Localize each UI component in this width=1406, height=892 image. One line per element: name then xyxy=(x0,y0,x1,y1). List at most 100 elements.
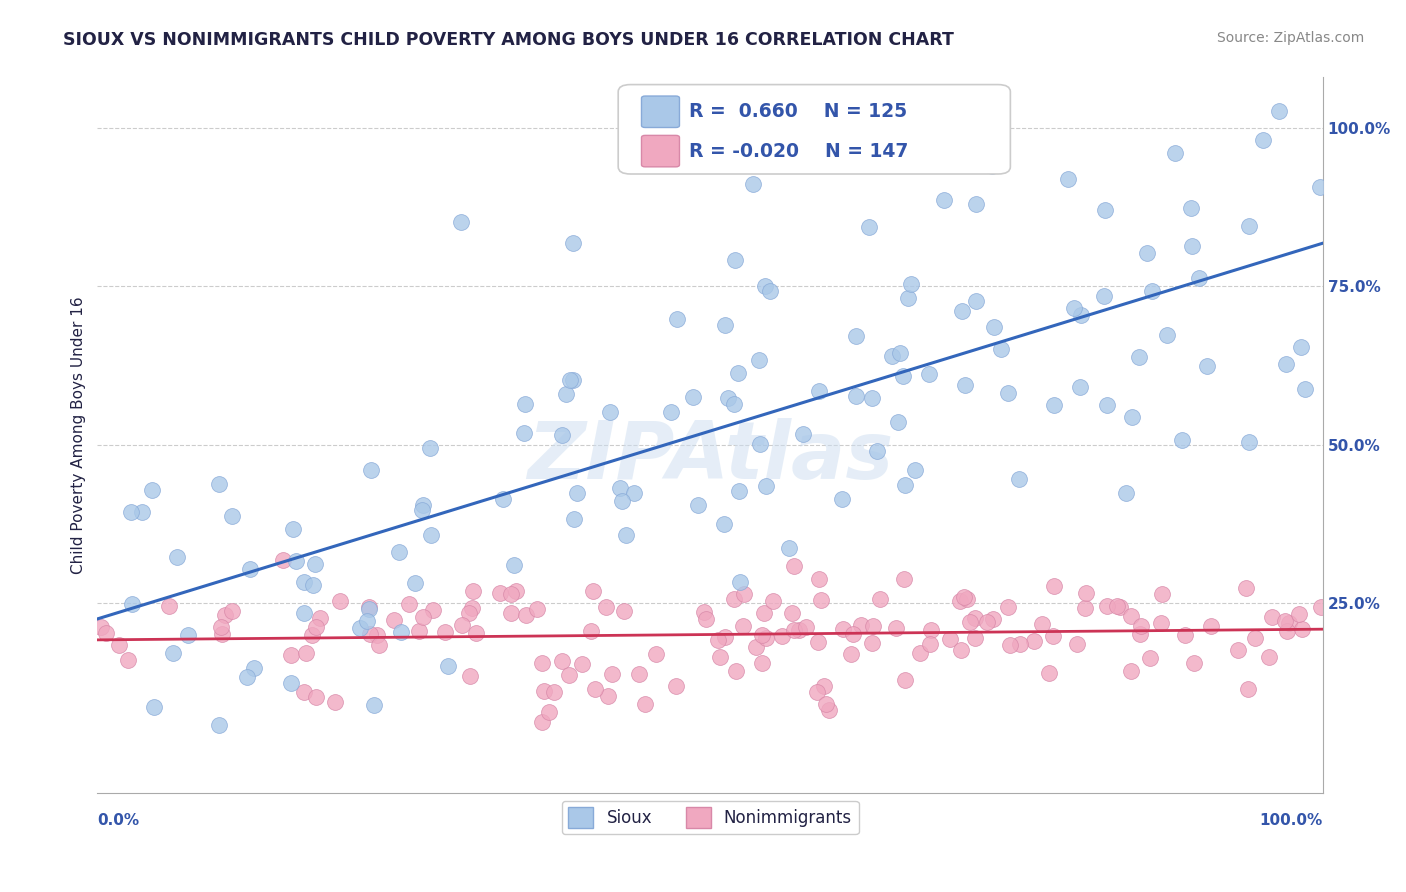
Point xyxy=(359,627,381,641)
Point xyxy=(208,477,231,491)
Point xyxy=(950,643,973,657)
Point xyxy=(1288,607,1310,621)
Point xyxy=(349,621,371,635)
Point xyxy=(302,578,325,592)
Point xyxy=(981,159,1004,173)
Point xyxy=(782,558,804,573)
Point xyxy=(1199,619,1222,633)
Point xyxy=(752,607,775,621)
Point xyxy=(176,628,198,642)
Point xyxy=(551,428,574,442)
Point xyxy=(1156,327,1178,342)
Point xyxy=(778,541,800,555)
Point xyxy=(748,352,770,367)
Point xyxy=(842,627,865,641)
Point xyxy=(709,650,731,665)
Point xyxy=(886,621,908,635)
Point xyxy=(900,277,922,292)
Point xyxy=(1121,609,1143,624)
Y-axis label: Child Poverty Among Boys Under 16: Child Poverty Among Boys Under 16 xyxy=(72,296,86,574)
Point xyxy=(94,626,117,640)
Point xyxy=(465,626,488,640)
Point xyxy=(839,647,862,661)
Point xyxy=(858,220,880,235)
Point xyxy=(356,614,378,628)
Point xyxy=(894,478,917,492)
Point xyxy=(723,592,745,607)
Point xyxy=(461,600,484,615)
Point xyxy=(1108,600,1130,615)
Point xyxy=(950,303,973,318)
Point xyxy=(796,619,818,633)
Point xyxy=(714,630,737,644)
Point xyxy=(499,606,522,620)
Point xyxy=(285,554,308,568)
Point xyxy=(221,509,243,524)
Point xyxy=(682,390,704,404)
Point xyxy=(583,682,606,697)
Point xyxy=(422,603,444,617)
Text: R = -0.020    N = 147: R = -0.020 N = 147 xyxy=(689,142,908,161)
Point xyxy=(1171,434,1194,448)
Point xyxy=(893,572,915,586)
Point xyxy=(281,522,304,536)
Point xyxy=(492,491,515,506)
Point xyxy=(609,481,631,495)
Point xyxy=(959,615,981,630)
Point xyxy=(221,604,243,618)
Point xyxy=(561,373,583,387)
Point xyxy=(862,618,884,632)
Point xyxy=(1294,383,1316,397)
Point xyxy=(404,576,426,591)
Point xyxy=(505,584,527,599)
Point xyxy=(236,670,259,684)
Point xyxy=(157,599,180,614)
Point xyxy=(807,572,830,586)
Point xyxy=(90,620,112,634)
Point xyxy=(367,638,389,652)
Point xyxy=(515,607,537,622)
Point xyxy=(807,384,830,398)
Point xyxy=(1094,202,1116,217)
Point xyxy=(894,673,917,687)
Point xyxy=(363,698,385,713)
Point xyxy=(1251,133,1274,147)
Point xyxy=(513,425,536,440)
Point xyxy=(280,648,302,662)
Point xyxy=(567,486,589,500)
Point xyxy=(814,697,837,711)
Point xyxy=(1069,380,1091,394)
Point xyxy=(845,329,868,343)
Point xyxy=(600,667,623,681)
Point xyxy=(162,646,184,660)
Point xyxy=(211,627,233,641)
Point xyxy=(966,197,988,211)
Point xyxy=(412,609,434,624)
Point xyxy=(758,284,780,298)
Point xyxy=(411,503,433,517)
Point xyxy=(782,607,804,621)
Point xyxy=(818,703,841,717)
Point xyxy=(733,619,755,633)
Point xyxy=(614,528,637,542)
Point xyxy=(1234,581,1257,595)
Point xyxy=(1066,637,1088,651)
Point xyxy=(787,624,810,638)
Point xyxy=(751,628,773,642)
Point xyxy=(1275,624,1298,639)
Point xyxy=(461,584,484,599)
Point xyxy=(754,278,776,293)
Point xyxy=(628,667,651,681)
Point xyxy=(389,625,412,640)
Point xyxy=(1076,586,1098,600)
Point xyxy=(1149,616,1171,631)
Point xyxy=(983,319,1005,334)
Point xyxy=(121,597,143,611)
Point xyxy=(579,624,602,639)
Point xyxy=(1268,103,1291,118)
Point xyxy=(869,592,891,607)
Point xyxy=(965,293,987,308)
Point xyxy=(117,653,139,667)
Point xyxy=(1261,610,1284,624)
Point xyxy=(813,679,835,693)
